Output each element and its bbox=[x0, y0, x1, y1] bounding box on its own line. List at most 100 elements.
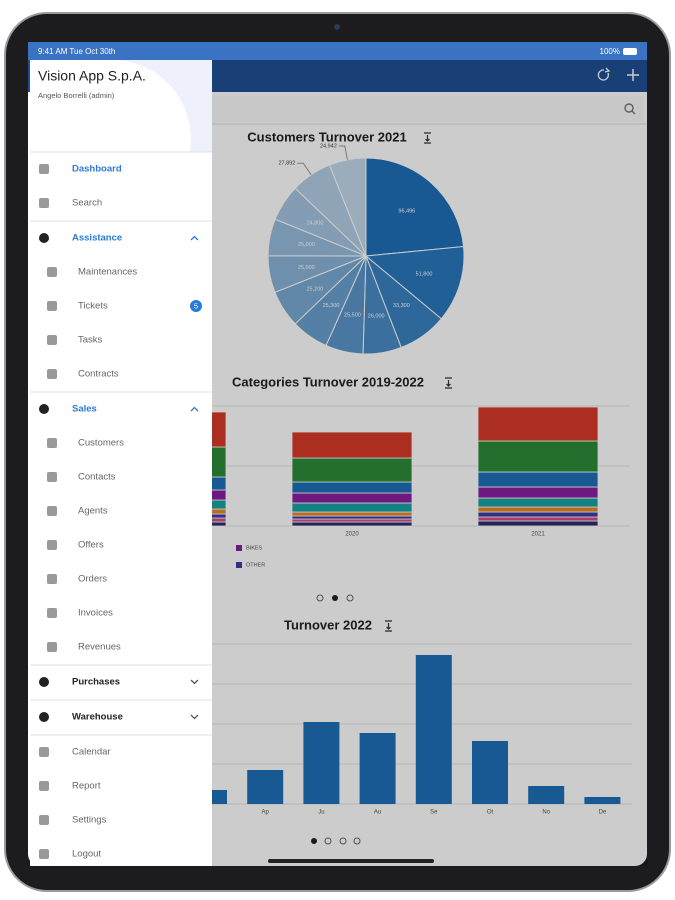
menu-item[interactable]: Assistance bbox=[30, 221, 212, 255]
menu-item[interactable]: Maintenances bbox=[30, 255, 212, 289]
slice-label: 96,496 bbox=[398, 208, 415, 214]
camera bbox=[334, 24, 340, 30]
slice-label: 25,000 bbox=[298, 265, 315, 271]
bar-segment bbox=[291, 457, 413, 483]
menu-item[interactable]: Revenues bbox=[30, 630, 212, 664]
menu-item[interactable]: Tickets 5 bbox=[30, 289, 212, 323]
menu-item[interactable]: Settings bbox=[30, 803, 212, 837]
slice-label: 25,300 bbox=[323, 303, 340, 309]
bar bbox=[472, 741, 508, 804]
slice-label: 25,000 bbox=[298, 242, 315, 248]
menu-icon bbox=[39, 233, 49, 243]
chart-title: Categories Turnover 2019-2022 bbox=[232, 374, 424, 389]
x-tick-label: Ap bbox=[262, 810, 270, 816]
menu-item-hit[interactable] bbox=[30, 357, 212, 391]
menu-item[interactable]: Invoices bbox=[30, 596, 212, 630]
badge-count: 5 bbox=[194, 301, 198, 310]
menu-item-hit[interactable] bbox=[30, 494, 212, 528]
chevron bbox=[190, 235, 199, 241]
bar-segment bbox=[291, 431, 413, 459]
menu-item-hit[interactable] bbox=[30, 289, 212, 323]
menu-item-hit[interactable] bbox=[30, 460, 212, 494]
menu-label: Maintenances bbox=[78, 267, 137, 278]
menu-item-hit[interactable] bbox=[30, 630, 212, 664]
leader-line bbox=[297, 162, 312, 176]
menu-item[interactable]: Sales bbox=[30, 392, 212, 426]
x-tick-label: 2020 bbox=[345, 532, 359, 538]
bar-segment bbox=[477, 406, 599, 442]
menu-icon bbox=[39, 815, 49, 825]
menu-label: Orders bbox=[78, 574, 107, 585]
menu-item[interactable]: Report bbox=[30, 769, 212, 803]
menu-item[interactable]: Dashboard bbox=[30, 152, 212, 186]
menu-item-hit[interactable] bbox=[30, 837, 212, 871]
chart-title: Customers Turnover 2021 bbox=[247, 129, 406, 144]
menu-item-hit[interactable] bbox=[30, 596, 212, 630]
export-icon[interactable] bbox=[385, 620, 392, 632]
bar bbox=[584, 797, 621, 804]
pager bbox=[311, 594, 361, 845]
menu-item[interactable]: Search bbox=[30, 186, 212, 220]
add-button[interactable] bbox=[627, 69, 639, 81]
menu-item[interactable]: Logout bbox=[30, 837, 212, 871]
menu-icon bbox=[47, 335, 57, 345]
menu-item[interactable]: Customers bbox=[30, 426, 212, 460]
legend-swatch bbox=[236, 562, 242, 568]
menu-item[interactable]: Contacts bbox=[30, 460, 212, 494]
menu-icon bbox=[39, 712, 49, 722]
chevron bbox=[190, 714, 199, 720]
search-icon bbox=[624, 103, 634, 113]
menu-item-hit[interactable] bbox=[30, 735, 212, 769]
menu-icon bbox=[47, 506, 57, 516]
menu-label: Assistance bbox=[72, 233, 122, 244]
menu-item[interactable]: Warehouse bbox=[30, 700, 212, 734]
menu-item-hit[interactable] bbox=[30, 769, 212, 803]
menu-icon bbox=[47, 301, 57, 311]
menu-icon bbox=[39, 849, 49, 859]
menu-label: Report bbox=[72, 781, 101, 792]
slice-label: 27,892 bbox=[278, 161, 295, 167]
menu-icon bbox=[39, 404, 49, 414]
menu-item-hit[interactable] bbox=[30, 803, 212, 837]
company-name: Vision App S.p.A. bbox=[38, 68, 146, 84]
menu-icon bbox=[47, 472, 57, 482]
menu-label: Logout bbox=[72, 849, 101, 860]
slice-label: 33,300 bbox=[393, 303, 410, 309]
menu-item[interactable]: Orders bbox=[30, 562, 212, 596]
menu-item[interactable]: Calendar bbox=[30, 735, 212, 769]
pie-slice bbox=[365, 157, 465, 257]
menu-item-hit[interactable] bbox=[30, 323, 212, 357]
menu-label: Contracts bbox=[78, 369, 119, 380]
menu-item-hit[interactable] bbox=[30, 186, 212, 220]
menu-item[interactable]: Offers bbox=[30, 528, 212, 562]
menu-item[interactable]: Purchases bbox=[30, 665, 212, 699]
scrim[interactable] bbox=[212, 60, 647, 866]
menu-icon bbox=[39, 747, 49, 757]
menu-label: Tasks bbox=[78, 335, 103, 346]
x-tick-label: Ju bbox=[318, 810, 324, 816]
status-time: 9:41 AM Tue Oct 30th bbox=[38, 47, 115, 56]
export-icon[interactable] bbox=[424, 132, 431, 144]
menu-label: Customers bbox=[78, 438, 124, 449]
menu-item[interactable]: Tasks bbox=[30, 323, 212, 357]
chevron bbox=[190, 679, 199, 685]
bar bbox=[359, 733, 396, 804]
search-bar[interactable] bbox=[212, 96, 644, 122]
export-icon[interactable] bbox=[445, 377, 452, 389]
menu-item-hit[interactable] bbox=[30, 562, 212, 596]
legend-label: OTHER bbox=[246, 562, 265, 568]
refresh-button[interactable] bbox=[597, 67, 611, 81]
menu: Dashboard Search Assistance Maintenances Tic… bbox=[30, 152, 212, 871]
menu-label: Tickets bbox=[78, 301, 108, 312]
x-tick-label: 2021 bbox=[531, 532, 545, 538]
menu-item-hit[interactable] bbox=[30, 665, 212, 699]
menu-icon bbox=[47, 438, 57, 448]
status-battery: 100% bbox=[600, 47, 620, 56]
menu-icon bbox=[39, 198, 49, 208]
bar-segment bbox=[477, 440, 599, 473]
menu-item-hit[interactable] bbox=[30, 392, 212, 426]
menu-item[interactable]: Contracts bbox=[30, 357, 212, 391]
menu-item[interactable]: Agents bbox=[30, 494, 212, 528]
menu-item-hit[interactable] bbox=[30, 528, 212, 562]
badge bbox=[190, 300, 202, 312]
